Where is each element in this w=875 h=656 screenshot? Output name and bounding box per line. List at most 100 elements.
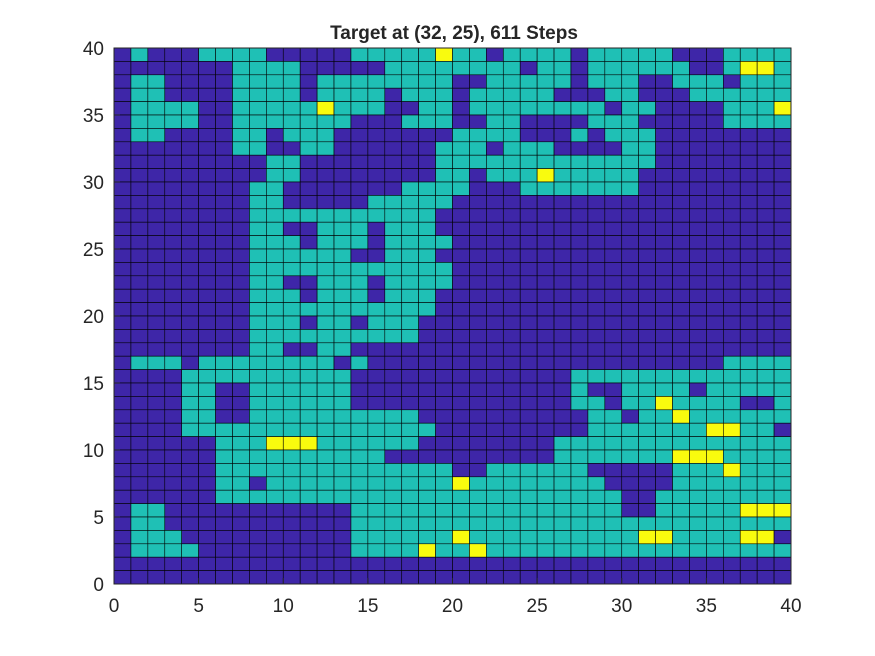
heatmap-cell <box>739 409 758 424</box>
heatmap-cell <box>401 315 419 330</box>
heatmap-cell <box>113 262 132 277</box>
heatmap-cell <box>113 181 132 196</box>
heatmap-cell <box>655 355 673 370</box>
heatmap-cell <box>198 329 216 344</box>
heatmap-cell <box>621 87 639 102</box>
heatmap-cell <box>333 570 352 585</box>
heatmap-cell <box>215 449 233 464</box>
heatmap-cell <box>756 396 775 411</box>
heatmap-cell <box>130 369 149 384</box>
heatmap-cell <box>113 530 132 545</box>
heatmap-cell <box>621 221 639 236</box>
heatmap-cell <box>739 355 758 370</box>
heatmap-cell <box>519 74 538 89</box>
heatmap-cell <box>435 128 453 143</box>
heatmap-cell <box>486 436 504 451</box>
heatmap-cell <box>316 570 335 585</box>
heatmap-cell <box>130 74 149 89</box>
heatmap-cell <box>672 302 690 317</box>
heatmap-cell <box>570 288 589 303</box>
heatmap-cell <box>756 248 775 263</box>
heatmap-cell <box>384 235 403 250</box>
heatmap-cell <box>350 355 369 370</box>
heatmap-cell <box>536 181 555 196</box>
heatmap-cell <box>113 141 132 156</box>
heatmap-cell <box>130 87 149 102</box>
heatmap-cell <box>638 476 656 491</box>
heatmap-cell <box>553 476 572 491</box>
heatmap-cell <box>587 396 606 411</box>
heatmap-cell <box>773 168 792 183</box>
heatmap-cell <box>469 128 487 143</box>
heatmap-cell <box>130 181 149 196</box>
heatmap-cell <box>316 436 335 451</box>
heatmap-cell <box>147 449 166 464</box>
heatmap-cell <box>299 570 318 585</box>
heatmap-cell <box>706 449 724 464</box>
heatmap-cell <box>519 396 538 411</box>
heatmap-cell <box>198 101 216 116</box>
heatmap-cell <box>553 355 572 370</box>
heatmap-cell <box>655 329 673 344</box>
heatmap-cell <box>350 168 369 183</box>
heatmap-cell <box>722 275 741 290</box>
heatmap-cell <box>553 449 572 464</box>
heatmap-cell <box>706 154 724 169</box>
heatmap-cell <box>706 141 724 156</box>
heatmap-cell <box>198 168 216 183</box>
heatmap-cell <box>333 275 352 290</box>
heatmap-cell <box>452 168 470 183</box>
heatmap-cell <box>198 449 216 464</box>
heatmap-cell <box>502 369 521 384</box>
heatmap-cell <box>316 382 335 397</box>
heatmap-cell <box>773 208 792 223</box>
heatmap-cell <box>536 315 555 330</box>
heatmap-cell <box>435 342 453 357</box>
heatmap-cell <box>435 436 453 451</box>
heatmap-cell <box>147 221 166 236</box>
heatmap-cell <box>689 449 707 464</box>
heatmap-cell <box>113 396 132 411</box>
heatmap-cell <box>452 208 470 223</box>
heatmap-cell <box>113 436 132 451</box>
heatmap-cell <box>604 556 623 571</box>
heatmap-cell <box>553 396 572 411</box>
heatmap-cell <box>384 181 403 196</box>
heatmap-cell <box>706 396 724 411</box>
heatmap-cell <box>756 114 775 129</box>
heatmap-cell <box>266 570 284 585</box>
heatmap-cell <box>299 543 318 558</box>
heatmap-cell <box>401 181 419 196</box>
heatmap-cell <box>502 288 521 303</box>
heatmap-cell <box>655 396 673 411</box>
heatmap-cell <box>722 396 741 411</box>
heatmap-cell <box>486 489 504 504</box>
heatmap-cell <box>469 74 487 89</box>
heatmap-cell <box>113 208 132 223</box>
heatmap-cell <box>367 288 386 303</box>
heatmap-cell <box>130 489 149 504</box>
heatmap-cell <box>553 101 572 116</box>
heatmap-cell <box>266 168 284 183</box>
heatmap-cell <box>316 195 335 210</box>
heatmap-cell <box>536 61 555 76</box>
heatmap-cell <box>469 570 487 585</box>
heatmap-cell <box>181 570 199 585</box>
heatmap-cell <box>164 181 183 196</box>
heatmap-cell <box>249 248 267 263</box>
heatmap-cell <box>469 530 487 545</box>
heatmap-cell <box>198 61 216 76</box>
heatmap-cell <box>198 74 216 89</box>
heatmap-cell <box>181 369 199 384</box>
heatmap-cell <box>266 315 284 330</box>
heatmap-cell <box>198 570 216 585</box>
heatmap-cell <box>519 248 538 263</box>
heatmap-cell <box>706 556 724 571</box>
heatmap-cell <box>384 409 403 424</box>
heatmap-cell <box>486 302 504 317</box>
heatmap-cell <box>384 128 403 143</box>
heatmap-cell <box>519 503 538 518</box>
heatmap-cell <box>773 275 792 290</box>
heatmap-cell <box>181 476 199 491</box>
heatmap-cell <box>384 47 403 62</box>
